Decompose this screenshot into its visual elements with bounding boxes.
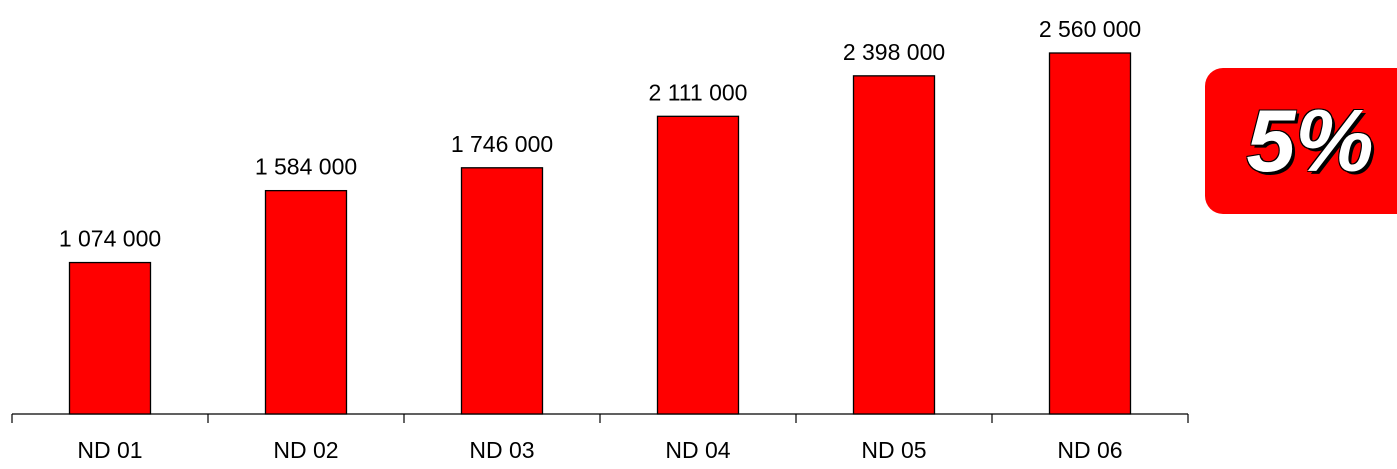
bar-value-label: 2 398 000 xyxy=(843,39,945,65)
bar-value-label: 1 584 000 xyxy=(255,154,357,180)
bar-value-label: 2 111 000 xyxy=(649,79,748,105)
bar-nd-02 xyxy=(264,189,348,415)
x-tick-label: ND 05 xyxy=(861,437,926,463)
bar-value-label: 1 746 000 xyxy=(451,131,553,157)
growth-badge-text: 5% xyxy=(1246,91,1374,190)
x-tick-label: ND 03 xyxy=(469,437,534,463)
bar-nd-01 xyxy=(68,261,152,415)
x-tick-label: ND 01 xyxy=(77,437,142,463)
bar-nd-04 xyxy=(656,115,740,415)
x-tick-label: ND 02 xyxy=(273,437,338,463)
bar-nd-05 xyxy=(852,75,936,415)
bar-chart: 1 074 000 ND 01 1 584 000 ND 02 1 746 000 ND … xyxy=(11,16,1189,463)
bar-nd-06 xyxy=(1048,52,1132,415)
x-tick-label: ND 06 xyxy=(1057,437,1122,463)
x-tick-label: ND 04 xyxy=(665,437,730,463)
bar-value-label: 1 074 000 xyxy=(59,226,161,252)
bar-value-label: 2 560 000 xyxy=(1039,16,1141,42)
bar-nd-03 xyxy=(460,167,544,415)
growth-badge: 5% xyxy=(1205,68,1397,214)
